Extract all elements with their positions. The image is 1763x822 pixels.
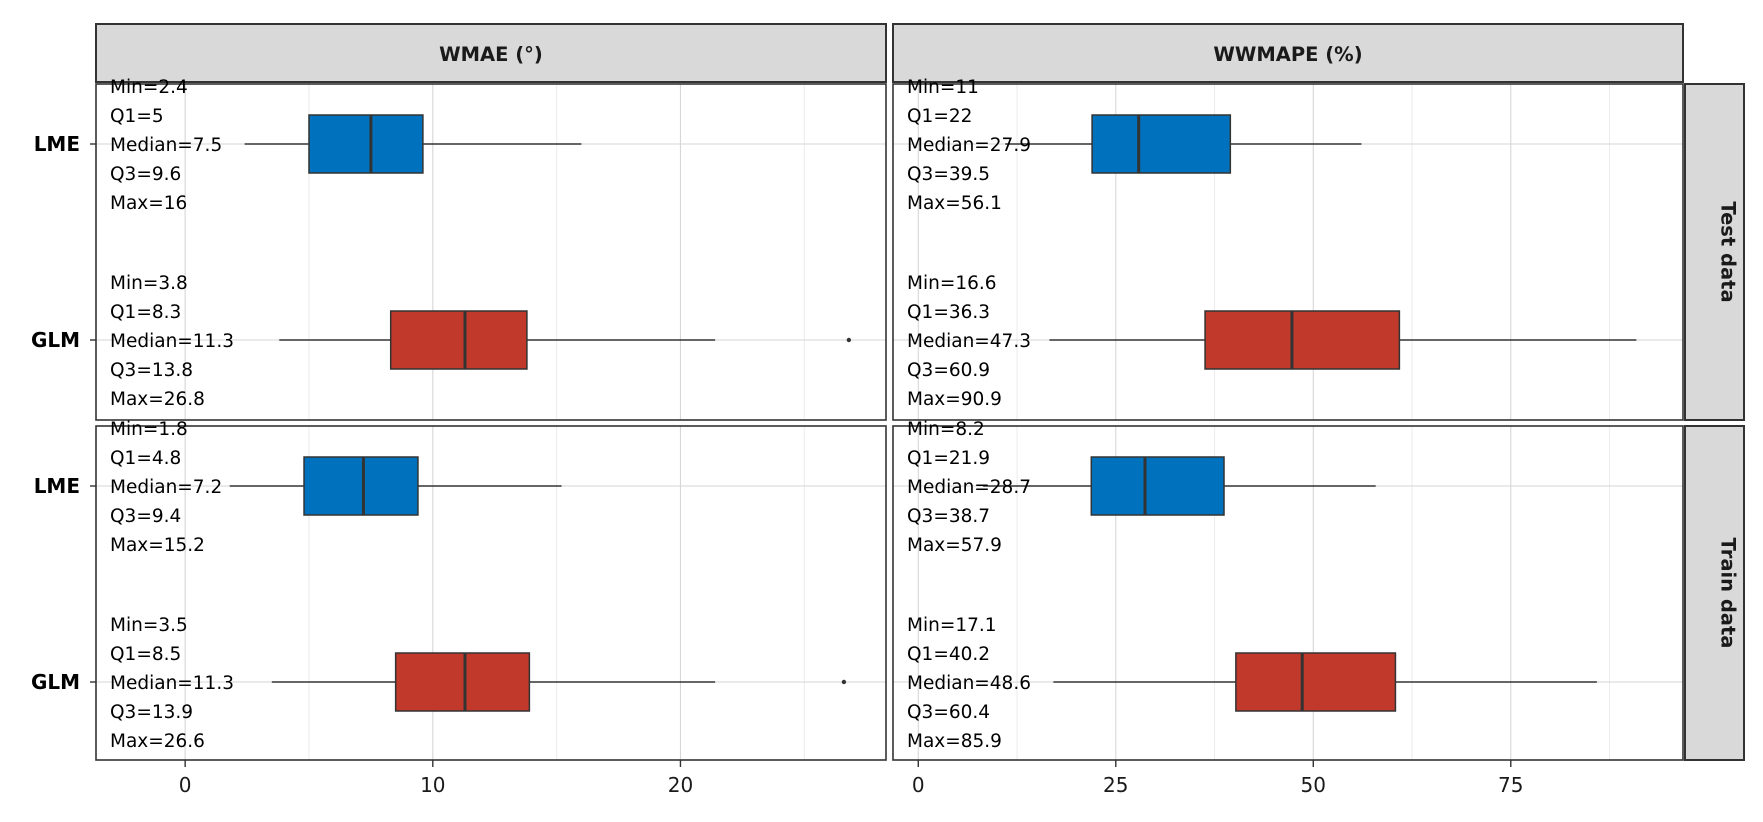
stat-label: Q3=38.7	[907, 506, 990, 527]
y-axis-label-lme: LME	[34, 132, 80, 156]
facet-strip-top	[892, 23, 1684, 83]
stat-label: Q3=60.9	[907, 360, 990, 381]
stat-label: Q3=9.4	[110, 506, 181, 527]
box-lme	[1090, 456, 1225, 516]
x-axis-tick-label: 50	[1301, 773, 1326, 797]
facet-strip-right	[1684, 83, 1745, 421]
outlier-point	[846, 337, 852, 343]
stat-label: Q3=39.5	[907, 164, 990, 185]
stat-label: Q3=13.9	[110, 702, 193, 723]
facet-strip-right	[1684, 425, 1745, 761]
x-axis-tick-label: 20	[668, 773, 693, 797]
outlier-point	[841, 679, 847, 685]
stat-label: Max=26.6	[110, 731, 205, 752]
stat-label: Min=3.8	[110, 273, 188, 294]
y-axis-label-glm: GLM	[31, 328, 80, 352]
box-glm	[394, 652, 531, 712]
stat-label: Q1=5	[110, 106, 164, 127]
stat-label: Median=11.3	[110, 331, 234, 352]
stat-label: Max=90.9	[907, 389, 1002, 410]
stat-label: Min=3.5	[110, 615, 188, 636]
stat-label: Q1=22	[907, 106, 972, 127]
stat-label: Q1=8.5	[110, 644, 181, 665]
stat-label: Max=26.8	[110, 389, 205, 410]
stat-label: Q3=60.4	[907, 702, 990, 723]
facet-label-row: Test data	[1717, 201, 1740, 302]
stat-label: Q3=9.6	[110, 164, 181, 185]
x-axis-tick-label: 0	[912, 773, 925, 797]
stat-label: Q3=13.8	[110, 360, 193, 381]
stat-label: Min=8.2	[907, 419, 985, 440]
stat-label: Median=27.9	[907, 135, 1031, 156]
stat-label: Median=11.3	[110, 673, 234, 694]
stat-label: Min=17.1	[907, 615, 997, 636]
panel-border	[95, 425, 887, 761]
stat-label: Median=7.2	[110, 477, 222, 498]
box-glm	[1235, 652, 1397, 712]
x-axis-tick-label: 75	[1498, 773, 1523, 797]
panel-border	[892, 83, 1684, 421]
stat-label: Min=16.6	[907, 273, 997, 294]
panel-border	[892, 425, 1684, 761]
box-lme	[308, 114, 424, 174]
stat-label: Max=15.2	[110, 535, 205, 556]
facet-label-column: WWMAPE (%)	[1213, 43, 1362, 66]
box-glm	[389, 310, 528, 370]
stat-label: Max=16	[110, 193, 187, 214]
panel-border	[95, 83, 887, 421]
stat-label: Median=28.7	[907, 477, 1031, 498]
stat-label: Median=48.6	[907, 673, 1031, 694]
stat-label: Max=85.9	[907, 731, 1002, 752]
box-lme	[1091, 114, 1232, 174]
stat-label: Median=47.3	[907, 331, 1031, 352]
x-axis-tick-label: 25	[1103, 773, 1128, 797]
stat-label: Min=11	[907, 77, 979, 98]
stat-label: Q1=40.2	[907, 644, 990, 665]
facet-label-column: WMAE (°)	[439, 43, 543, 66]
y-axis-label-glm: GLM	[31, 670, 80, 694]
stat-label: Q1=36.3	[907, 302, 990, 323]
box-lme	[303, 456, 419, 516]
x-axis-tick-label: 0	[179, 773, 192, 797]
stat-label: Min=2.4	[110, 77, 188, 98]
stat-label: Max=56.1	[907, 193, 1002, 214]
facet-strip-top	[95, 23, 887, 83]
box-glm	[1204, 310, 1401, 370]
stat-label: Max=57.9	[907, 535, 1002, 556]
stat-label: Median=7.5	[110, 135, 222, 156]
stat-label: Q1=21.9	[907, 448, 990, 469]
facet-label-row: Train data	[1717, 538, 1740, 649]
x-axis-tick-label: 10	[420, 773, 445, 797]
y-axis-label-lme: LME	[34, 474, 80, 498]
stat-label: Q1=4.8	[110, 448, 181, 469]
stat-label: Min=1.8	[110, 419, 188, 440]
stat-label: Q1=8.3	[110, 302, 181, 323]
